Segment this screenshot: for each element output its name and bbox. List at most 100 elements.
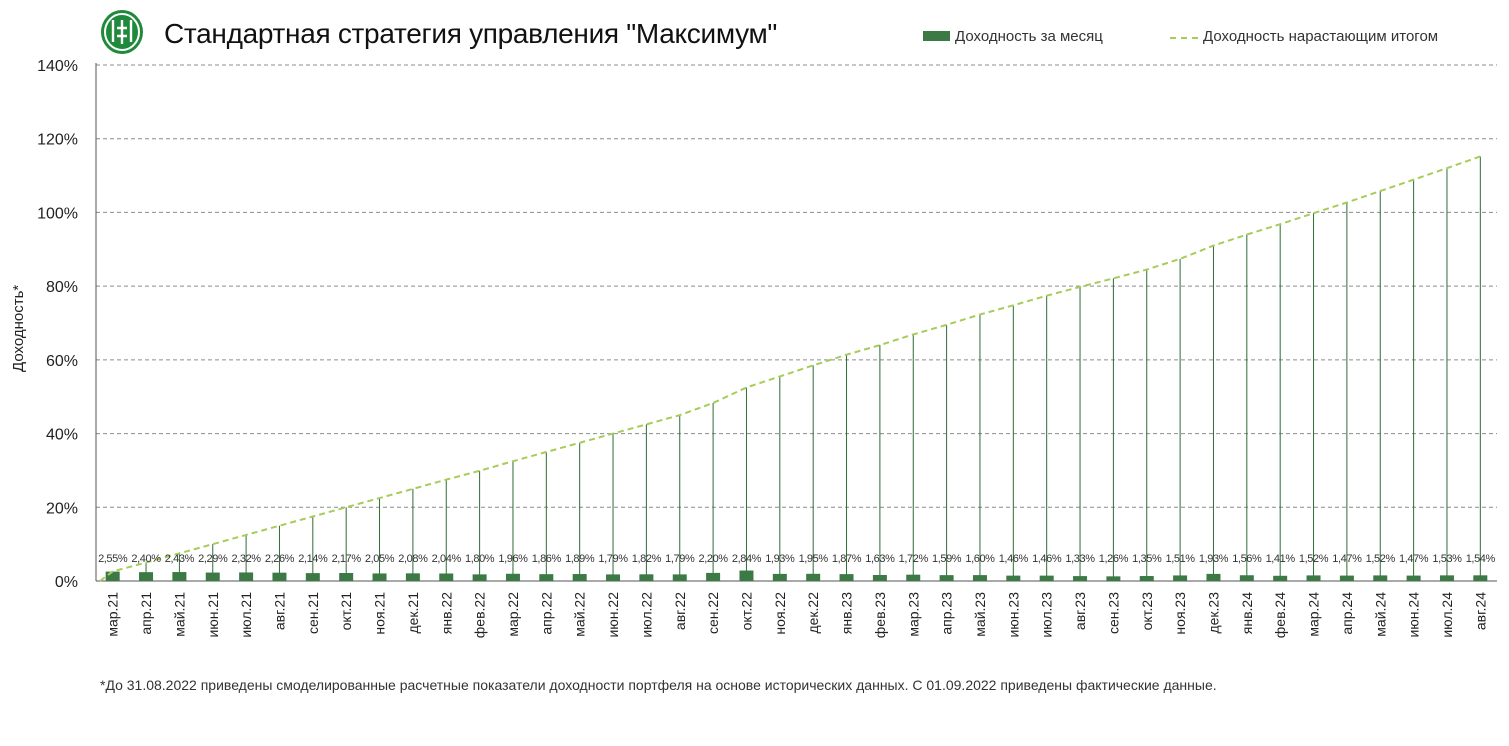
monthly-bar bbox=[939, 575, 954, 581]
x-tick-label: апр.22 bbox=[538, 592, 554, 635]
bar-value-label: 1,86% bbox=[532, 553, 562, 565]
monthly-bar bbox=[105, 571, 120, 581]
y-tick-label: 0% bbox=[55, 574, 78, 591]
x-tick-label: ноя.23 bbox=[1172, 592, 1188, 635]
x-tick-labels: мар.21 апр.21 май.21 июн.21 июл.21 авг.21 сен.… bbox=[105, 592, 1489, 638]
bar-value-label: 2,40% bbox=[131, 553, 161, 565]
monthly-bar bbox=[172, 572, 187, 581]
x-tick-label: мар.24 bbox=[1306, 592, 1322, 637]
x-tick-label: авг.22 bbox=[672, 592, 688, 630]
monthly-bar bbox=[1339, 575, 1354, 581]
x-tick-label: июн.22 bbox=[605, 592, 621, 638]
x-tick-label: фев.23 bbox=[872, 592, 888, 638]
monthly-bar bbox=[1439, 575, 1454, 581]
cumulative-stems bbox=[112, 156, 1481, 581]
bar-value-label: 2,05% bbox=[365, 553, 395, 565]
bar-value-label: 1,80% bbox=[465, 553, 495, 565]
x-tick-label: окт.21 bbox=[338, 592, 354, 631]
cumulative-line bbox=[99, 155, 1481, 582]
monthly-bar bbox=[772, 573, 787, 581]
monthly-bar bbox=[806, 573, 821, 581]
bar-value-label: 2,55% bbox=[98, 553, 128, 565]
x-tick-label: сен.23 bbox=[1105, 592, 1121, 634]
company-logo bbox=[101, 10, 143, 54]
x-tick-label: янв.22 bbox=[438, 592, 454, 634]
monthly-bar bbox=[305, 573, 320, 581]
bar-value-label: 2,20% bbox=[699, 553, 729, 565]
grid-lines bbox=[95, 63, 1497, 582]
x-tick-label: июн.24 bbox=[1406, 592, 1422, 638]
monthly-bar bbox=[205, 572, 220, 581]
x-tick-label: фев.22 bbox=[472, 592, 488, 638]
monthly-bar bbox=[672, 574, 687, 581]
monthly-bar bbox=[1173, 575, 1188, 581]
monthly-bar bbox=[1006, 575, 1021, 581]
monthly-bar bbox=[1239, 575, 1254, 581]
chart-title: Стандартная стратегия управления "Максим… bbox=[164, 18, 778, 49]
bar-value-label: 1,93% bbox=[1199, 553, 1229, 565]
monthly-bar bbox=[472, 574, 487, 581]
x-tick-label: авг.21 bbox=[271, 592, 287, 630]
bar-value-label: 1,79% bbox=[665, 553, 695, 565]
x-tick-label: сен.21 bbox=[305, 592, 321, 634]
bar-value-label: 1,60% bbox=[965, 553, 995, 565]
monthly-bar bbox=[906, 574, 921, 581]
monthly-bar bbox=[1139, 576, 1154, 581]
legend-cumulative-label: Доходность нарастающим итогом bbox=[1203, 28, 1439, 45]
bar-value-label: 2,29% bbox=[198, 553, 228, 565]
monthly-bar bbox=[1273, 575, 1288, 581]
monthly-bar bbox=[1206, 573, 1221, 581]
bar-value-label: 2,32% bbox=[232, 553, 262, 565]
x-tick-label: апр.24 bbox=[1339, 592, 1355, 635]
monthly-bar bbox=[1073, 576, 1088, 581]
monthly-bars bbox=[105, 570, 1488, 581]
bar-value-label: 2,26% bbox=[265, 553, 295, 565]
bar-value-label: 1,46% bbox=[999, 553, 1029, 565]
legend-monthly-label: Доходность за месяц bbox=[955, 28, 1103, 45]
bar-value-label: 1,46% bbox=[1032, 553, 1062, 565]
bar-value-label: 1,82% bbox=[632, 553, 662, 565]
x-tick-label: июл.23 bbox=[1039, 592, 1055, 638]
bar-value-label: 1,53% bbox=[1432, 553, 1462, 565]
x-tick-label: янв.23 bbox=[839, 592, 855, 634]
monthly-bar bbox=[1373, 575, 1388, 581]
x-tick-label: май.23 bbox=[972, 592, 988, 637]
monthly-bar bbox=[1473, 575, 1488, 581]
legend-bar-swatch bbox=[923, 31, 950, 41]
bar-value-label: 1,47% bbox=[1399, 553, 1429, 565]
y-tick-label: 140% bbox=[37, 58, 78, 75]
monthly-bar bbox=[839, 574, 854, 581]
monthly-bar bbox=[505, 573, 520, 581]
monthly-bar bbox=[706, 572, 721, 581]
x-tick-label: июл.21 bbox=[238, 592, 254, 638]
x-tick-label: янв.24 bbox=[1239, 592, 1255, 634]
legend-line-swatch bbox=[1170, 37, 1198, 39]
x-tick-label: фев.24 bbox=[1272, 592, 1288, 638]
y-tick-labels: 0% 20% 40% 60% 80% 100% 120% 140% bbox=[37, 58, 78, 591]
monthly-bar bbox=[539, 574, 554, 581]
bar-value-label: 1,47% bbox=[1332, 553, 1362, 565]
cumulative-line-path bbox=[99, 155, 1481, 582]
x-tick-label: дек.23 bbox=[1205, 592, 1221, 634]
bar-value-label: 1,63% bbox=[865, 553, 895, 565]
bar-value-label: 1,52% bbox=[1299, 553, 1329, 565]
x-tick-label: дек.21 bbox=[405, 592, 421, 634]
monthly-bar bbox=[639, 574, 654, 581]
footnote: *До 31.08.2022 приведены смоделированные… bbox=[100, 677, 1217, 693]
monthly-bar bbox=[1106, 576, 1121, 581]
bar-value-label: 1,93% bbox=[765, 553, 795, 565]
monthly-bar bbox=[272, 572, 287, 581]
x-tick-label: май.21 bbox=[171, 592, 187, 637]
bar-value-label: 1,95% bbox=[799, 553, 829, 565]
bar-value-label: 2,84% bbox=[732, 553, 762, 565]
bar-value-label: 1,56% bbox=[1232, 553, 1262, 565]
x-tick-label: апр.21 bbox=[138, 592, 154, 635]
x-tick-label: окт.22 bbox=[738, 592, 754, 631]
bar-value-label: 2,04% bbox=[432, 553, 462, 565]
monthly-bar bbox=[739, 570, 754, 581]
y-tick-label: 40% bbox=[46, 427, 78, 444]
bar-value-label: 1,26% bbox=[1099, 553, 1129, 565]
monthly-bar bbox=[239, 572, 254, 581]
monthly-bar bbox=[139, 572, 154, 581]
